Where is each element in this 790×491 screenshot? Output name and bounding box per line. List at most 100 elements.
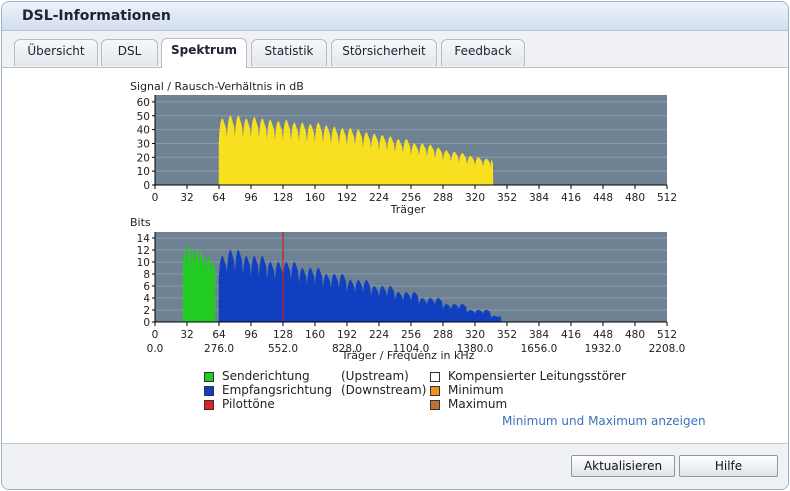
snr-ytick-label: 40 <box>137 125 150 137</box>
snr-xtick-label: 352 <box>497 192 517 204</box>
snr-xtick-label: 96 <box>244 192 258 204</box>
bits-frequency-axis: 0.0 276.0 552.0 828.0 1104.0 1380.0 1656.0 1932… <box>147 343 686 355</box>
bits-ytick-label: 0 <box>143 317 150 329</box>
snr-series <box>218 115 494 186</box>
snr-xtick-label: 0 <box>152 192 159 204</box>
bits-xtick-label: 512 <box>657 329 677 341</box>
snr-x-axis: 0 32 64 96 128 160 192 224 256 288 320 352 384 416 448… <box>152 185 677 204</box>
tab-spektrum[interactable]: Spektrum <box>161 38 247 68</box>
show-minmax-link[interactable]: Minimum und Maximum anzeigen <box>502 414 706 428</box>
bits-ytick-label: 12 <box>137 245 150 257</box>
snr-ytick-label: 30 <box>137 138 150 150</box>
snr-x-axis-label: Träger <box>390 203 426 216</box>
spectrum-charts: Signal / Rausch-Verhältnis in dB 0102030… <box>130 80 686 362</box>
tab-uebersicht[interactable]: Übersicht <box>14 39 98 66</box>
bits-x-axis: 0 32 64 96 128 160 192 224 256 288 320 352 384 416 448… <box>152 322 677 341</box>
bits-xtick-label: 0 <box>152 329 159 341</box>
snr-xtick-label: 416 <box>561 192 581 204</box>
bits-xtick-label: 416 <box>561 329 581 341</box>
bits-series-1 <box>218 249 502 323</box>
legend-maximum-swatch <box>430 400 440 410</box>
bits-freq-label: 828.0 <box>332 343 362 355</box>
bits-x-axis-label: Träger / Frequenz in kHz <box>341 349 475 362</box>
snr-xtick-label: 480 <box>625 192 645 204</box>
help-button[interactable]: Hilfe <box>679 455 778 477</box>
spectrum-content: Signal / Rausch-Verhältnis in dB 0 10 20 30… <box>2 68 788 442</box>
bits-ytick-label: 8 <box>143 269 150 281</box>
snr-ytick-label: 0 <box>143 180 150 192</box>
snr-series-0 <box>218 115 494 186</box>
bits-series <box>182 232 502 323</box>
snr-ytick-label: 60 <box>137 97 150 109</box>
bits-xtick-label: 288 <box>433 329 453 341</box>
tab-statistik[interactable]: Statistik <box>251 39 327 66</box>
bits-freq-label: 552.0 <box>268 343 298 355</box>
snr-ytick-label: 10 <box>137 166 150 178</box>
legend-downstream-swatch <box>204 386 214 396</box>
snr-xtick-label: 160 <box>305 192 325 204</box>
legend-downstream-paren: (Downstream) <box>341 383 427 397</box>
snr-xtick-label: 320 <box>465 192 485 204</box>
tab-strip: Übersicht DSL Spektrum Statistik Störsic… <box>2 31 788 68</box>
snr-xtick-label: 384 <box>529 192 549 204</box>
legend-downstream-label: Empfangsrichtung <box>222 383 332 397</box>
bits-xtick-label: 128 <box>273 329 293 341</box>
snr-xtick-label: 288 <box>433 192 453 204</box>
bits-ytick-label: 10 <box>137 257 150 269</box>
snr-xtick-label: 32 <box>180 192 193 204</box>
legend-maximum-label: Maximum <box>448 397 508 411</box>
bits-ytick-label: 14 <box>137 233 151 245</box>
snr-xtick-label: 512 <box>657 192 677 204</box>
snr-xtick-label: 448 <box>593 192 613 204</box>
bits-xtick-label: 32 <box>180 329 193 341</box>
tab-dsl[interactable]: DSL <box>101 39 158 66</box>
refresh-button[interactable]: Aktualisieren <box>571 455 675 477</box>
window-title: DSL-Informationen <box>22 8 171 24</box>
snr-xtick-label: 64 <box>212 192 226 204</box>
bits-series-0 <box>182 243 216 323</box>
bits-ytick-label: 4 <box>143 293 150 305</box>
tab-stoersicherheit[interactable]: Störsicherheit <box>331 39 437 66</box>
bits-freq-label: 0.0 <box>147 343 164 355</box>
bits-xtick-label: 384 <box>529 329 549 341</box>
bits-ytick-label: 2 <box>143 305 150 317</box>
snr-xtick-label: 224 <box>369 192 389 204</box>
legend-minimum-swatch <box>430 386 440 396</box>
bits-xtick-label: 160 <box>305 329 325 341</box>
bits-xtick-label: 320 <box>465 329 485 341</box>
legend-compensated-swatch <box>430 372 440 382</box>
bits-xtick-label: 480 <box>625 329 645 341</box>
bits-freq-label: 1656.0 <box>521 343 558 355</box>
bits-freq-label: 1932.0 <box>585 343 622 355</box>
snr-chart-title: Signal / Rausch-Verhältnis in dB <box>130 80 304 93</box>
legend-upstream-label: Senderichtung <box>222 369 310 383</box>
legend-pilot-label: Pilottöne <box>222 397 275 411</box>
bits-xtick-label: 224 <box>369 329 389 341</box>
snr-xtick-label: 192 <box>337 192 357 204</box>
bits-xtick-label: 256 <box>401 329 421 341</box>
legend-minimum-label: Minimum <box>448 383 504 397</box>
bits-freq-label: 1104.0 <box>393 343 430 355</box>
legend-upstream-paren: (Upstream) <box>341 369 409 383</box>
snr-ytick-label: 20 <box>137 152 150 164</box>
bits-chart-title: Bits <box>130 216 151 229</box>
bits-xtick-label: 448 <box>593 329 613 341</box>
legend-pilot-swatch <box>204 400 214 410</box>
bits-xtick-label: 64 <box>212 329 226 341</box>
bits-xtick-label: 96 <box>244 329 258 341</box>
bits-freq-label: 276.0 <box>204 343 234 355</box>
legend-compensated-label: Kompensierter Leitungsstörer <box>448 369 626 383</box>
snr-xtick-label: 128 <box>273 192 293 204</box>
bits-freq-label: 1380.0 <box>457 343 494 355</box>
bits-ytick-label: 6 <box>143 281 150 293</box>
footer-bar: Aktualisieren Hilfe <box>2 443 788 489</box>
bits-xtick-label: 192 <box>337 329 357 341</box>
legend-upstream-swatch <box>204 372 214 382</box>
tab-feedback[interactable]: Feedback <box>441 39 525 66</box>
bits-xtick-label: 352 <box>497 329 517 341</box>
title-bar: DSL-Informationen <box>2 2 788 31</box>
snr-ytick-label: 50 <box>137 111 150 123</box>
